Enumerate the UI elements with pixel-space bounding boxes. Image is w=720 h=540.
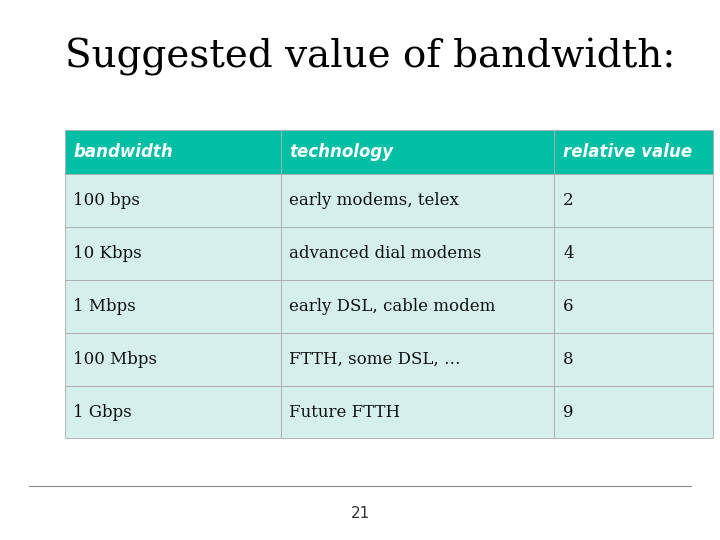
Bar <box>281 174 554 227</box>
Bar <box>554 280 713 333</box>
Bar <box>65 174 281 227</box>
Bar <box>281 130 554 174</box>
Text: 2: 2 <box>563 192 574 209</box>
Bar <box>281 227 554 280</box>
Bar <box>554 386 713 438</box>
Text: 6: 6 <box>563 298 574 315</box>
Bar <box>281 280 554 333</box>
Text: Suggested value of bandwidth:: Suggested value of bandwidth: <box>65 38 675 76</box>
Bar <box>65 227 281 280</box>
Text: 100 bps: 100 bps <box>73 192 140 209</box>
Bar <box>65 280 281 333</box>
Bar <box>65 333 281 386</box>
Bar <box>554 174 713 227</box>
Text: relative value: relative value <box>563 143 692 161</box>
Text: 100 Mbps: 100 Mbps <box>73 350 158 368</box>
Text: 1 Gbps: 1 Gbps <box>73 403 132 421</box>
Bar <box>65 130 281 174</box>
Text: early modems, telex: early modems, telex <box>289 192 459 209</box>
Bar <box>554 227 713 280</box>
Text: technology: technology <box>289 143 394 161</box>
Text: 10 Kbps: 10 Kbps <box>73 245 142 262</box>
Text: FTTH, some DSL, …: FTTH, some DSL, … <box>289 350 461 368</box>
Text: 4: 4 <box>563 245 574 262</box>
Text: early DSL, cable modem: early DSL, cable modem <box>289 298 496 315</box>
Text: bandwidth: bandwidth <box>73 143 174 161</box>
Text: 1 Mbps: 1 Mbps <box>73 298 136 315</box>
Text: advanced dial modems: advanced dial modems <box>289 245 482 262</box>
Text: 21: 21 <box>351 505 369 521</box>
Text: Future FTTH: Future FTTH <box>289 403 400 421</box>
Bar <box>281 333 554 386</box>
Bar <box>281 386 554 438</box>
Text: 9: 9 <box>563 403 574 421</box>
Bar <box>554 130 713 174</box>
Bar <box>65 386 281 438</box>
Text: 8: 8 <box>563 350 574 368</box>
Bar <box>554 333 713 386</box>
